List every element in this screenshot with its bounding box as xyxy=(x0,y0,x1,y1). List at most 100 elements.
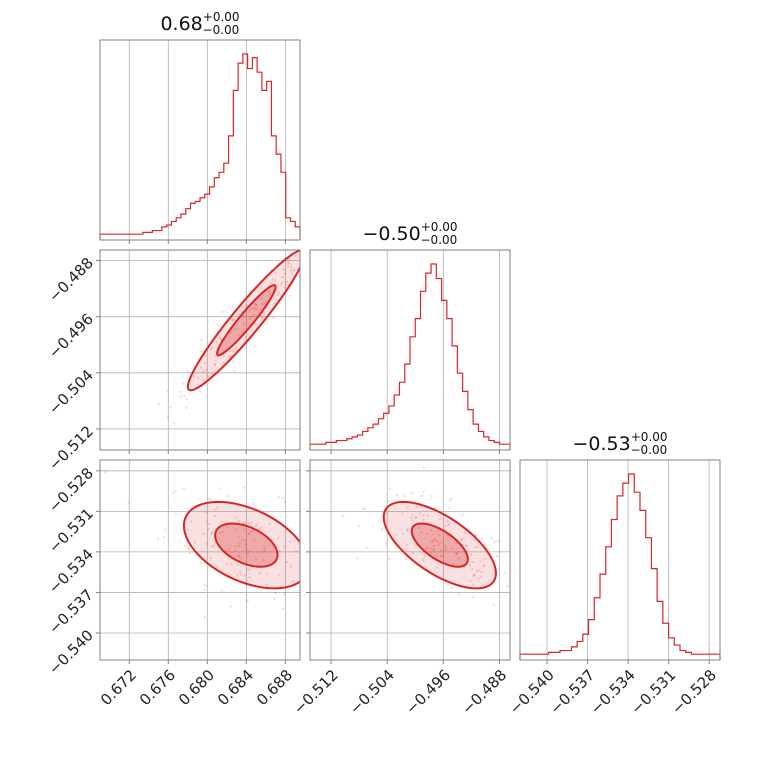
scatter-point xyxy=(260,303,264,306)
scatter-point xyxy=(460,538,463,541)
scatter-point xyxy=(356,628,358,630)
scatter-point xyxy=(465,543,468,547)
panel-title-0: 0.68+0.00 −0.00 xyxy=(160,10,239,37)
scatter-point xyxy=(432,548,436,551)
scatter-point xyxy=(229,349,232,353)
scatter-point xyxy=(246,599,249,603)
scatter-point xyxy=(242,322,245,326)
scatter-point xyxy=(166,390,170,393)
scatter-point xyxy=(406,527,409,531)
scatter-point xyxy=(326,235,328,237)
scatter-point xyxy=(430,494,433,498)
scatter-point xyxy=(267,289,271,293)
scatter-point xyxy=(286,265,290,268)
scatter-point xyxy=(259,571,262,574)
scatter-point xyxy=(202,532,205,536)
scatter-points-0 xyxy=(157,232,328,425)
tick-label-x-p0-3: 0.684 xyxy=(214,666,257,709)
scatter-point xyxy=(473,574,477,577)
scatter-point xyxy=(455,552,458,556)
scatter-point xyxy=(249,317,252,320)
scatter-point xyxy=(246,568,249,571)
scatter-point xyxy=(283,286,286,289)
scatter-point xyxy=(405,543,409,546)
scatter-point xyxy=(422,518,425,521)
scatter-point xyxy=(281,275,284,279)
scatter-point xyxy=(479,560,483,563)
scatter-point xyxy=(414,516,417,519)
scatter-point xyxy=(404,558,407,561)
scatter-point xyxy=(252,307,256,310)
scatter-point xyxy=(472,583,475,586)
scatter-point xyxy=(318,577,320,579)
scatter-point xyxy=(244,335,247,339)
scatter-point xyxy=(260,529,263,532)
scatter-point xyxy=(215,341,219,344)
scatter-point xyxy=(226,562,229,565)
tick-label-x-p1-1: −0.504 xyxy=(346,666,398,718)
scatter-point xyxy=(468,564,472,567)
scatter-point xyxy=(417,526,421,530)
scatter-point xyxy=(277,291,281,294)
scatter-point xyxy=(312,238,314,240)
scatter-point xyxy=(422,559,425,563)
scatter-point xyxy=(440,554,443,558)
scatter-point xyxy=(481,537,484,541)
scatter-point xyxy=(272,316,275,320)
scatter-point xyxy=(240,305,244,308)
scatter-point xyxy=(420,494,424,498)
scatter-point xyxy=(262,559,265,562)
tick-label-y-p1-1: −0.504 xyxy=(45,366,97,418)
scatter-point xyxy=(472,538,476,541)
panel-frame xyxy=(99,249,301,451)
panel-frame xyxy=(519,459,721,661)
scatter-point xyxy=(440,555,444,558)
scatter-point xyxy=(205,542,209,545)
scatter-point xyxy=(420,531,424,534)
scatter-point xyxy=(250,307,254,310)
scatter-point xyxy=(189,520,193,523)
scatter-point xyxy=(208,497,212,501)
scatter-point xyxy=(237,536,240,539)
tick-label-x-p1-3: −0.488 xyxy=(458,666,510,718)
scatter-point xyxy=(166,415,170,419)
panel-frame xyxy=(99,39,301,241)
panel-frame xyxy=(99,459,301,661)
scatter-points-2 xyxy=(342,465,509,607)
scatter-point xyxy=(243,574,246,577)
scatter-point xyxy=(394,533,398,536)
scatter-point xyxy=(471,560,475,564)
scatter-point xyxy=(228,355,232,358)
scatter-point xyxy=(303,232,305,234)
scatter-point xyxy=(483,564,486,567)
scatter-point xyxy=(225,525,228,528)
scatter-points-1 xyxy=(103,470,358,630)
scatter-point xyxy=(283,272,286,275)
scatter-point xyxy=(231,319,234,322)
scatter-point xyxy=(243,521,247,525)
scatter-point xyxy=(212,544,215,548)
scatter-point xyxy=(474,545,477,549)
scatter-point xyxy=(229,605,232,608)
scatter-point xyxy=(282,268,285,271)
scatter-point xyxy=(157,403,161,406)
scatter-point xyxy=(206,375,209,378)
scatter-point xyxy=(207,528,210,531)
scatter-point xyxy=(301,267,303,269)
scatter-point xyxy=(265,572,269,575)
scatter-point xyxy=(169,406,172,409)
scatter-point xyxy=(237,505,240,508)
scatter-point xyxy=(302,232,304,234)
scatter-point xyxy=(242,521,245,524)
panel-frame xyxy=(309,459,511,661)
scatter-point xyxy=(429,551,433,555)
scatter-point xyxy=(221,310,224,314)
scatter-point xyxy=(406,529,409,533)
scatter-point xyxy=(234,516,237,519)
scatter-point xyxy=(205,520,208,523)
scatter-point xyxy=(317,240,319,242)
tick-label-y-p1-2: −0.496 xyxy=(45,310,97,362)
scatter-point xyxy=(388,487,392,490)
scatter-point xyxy=(444,524,447,528)
scatter-point xyxy=(471,567,474,571)
